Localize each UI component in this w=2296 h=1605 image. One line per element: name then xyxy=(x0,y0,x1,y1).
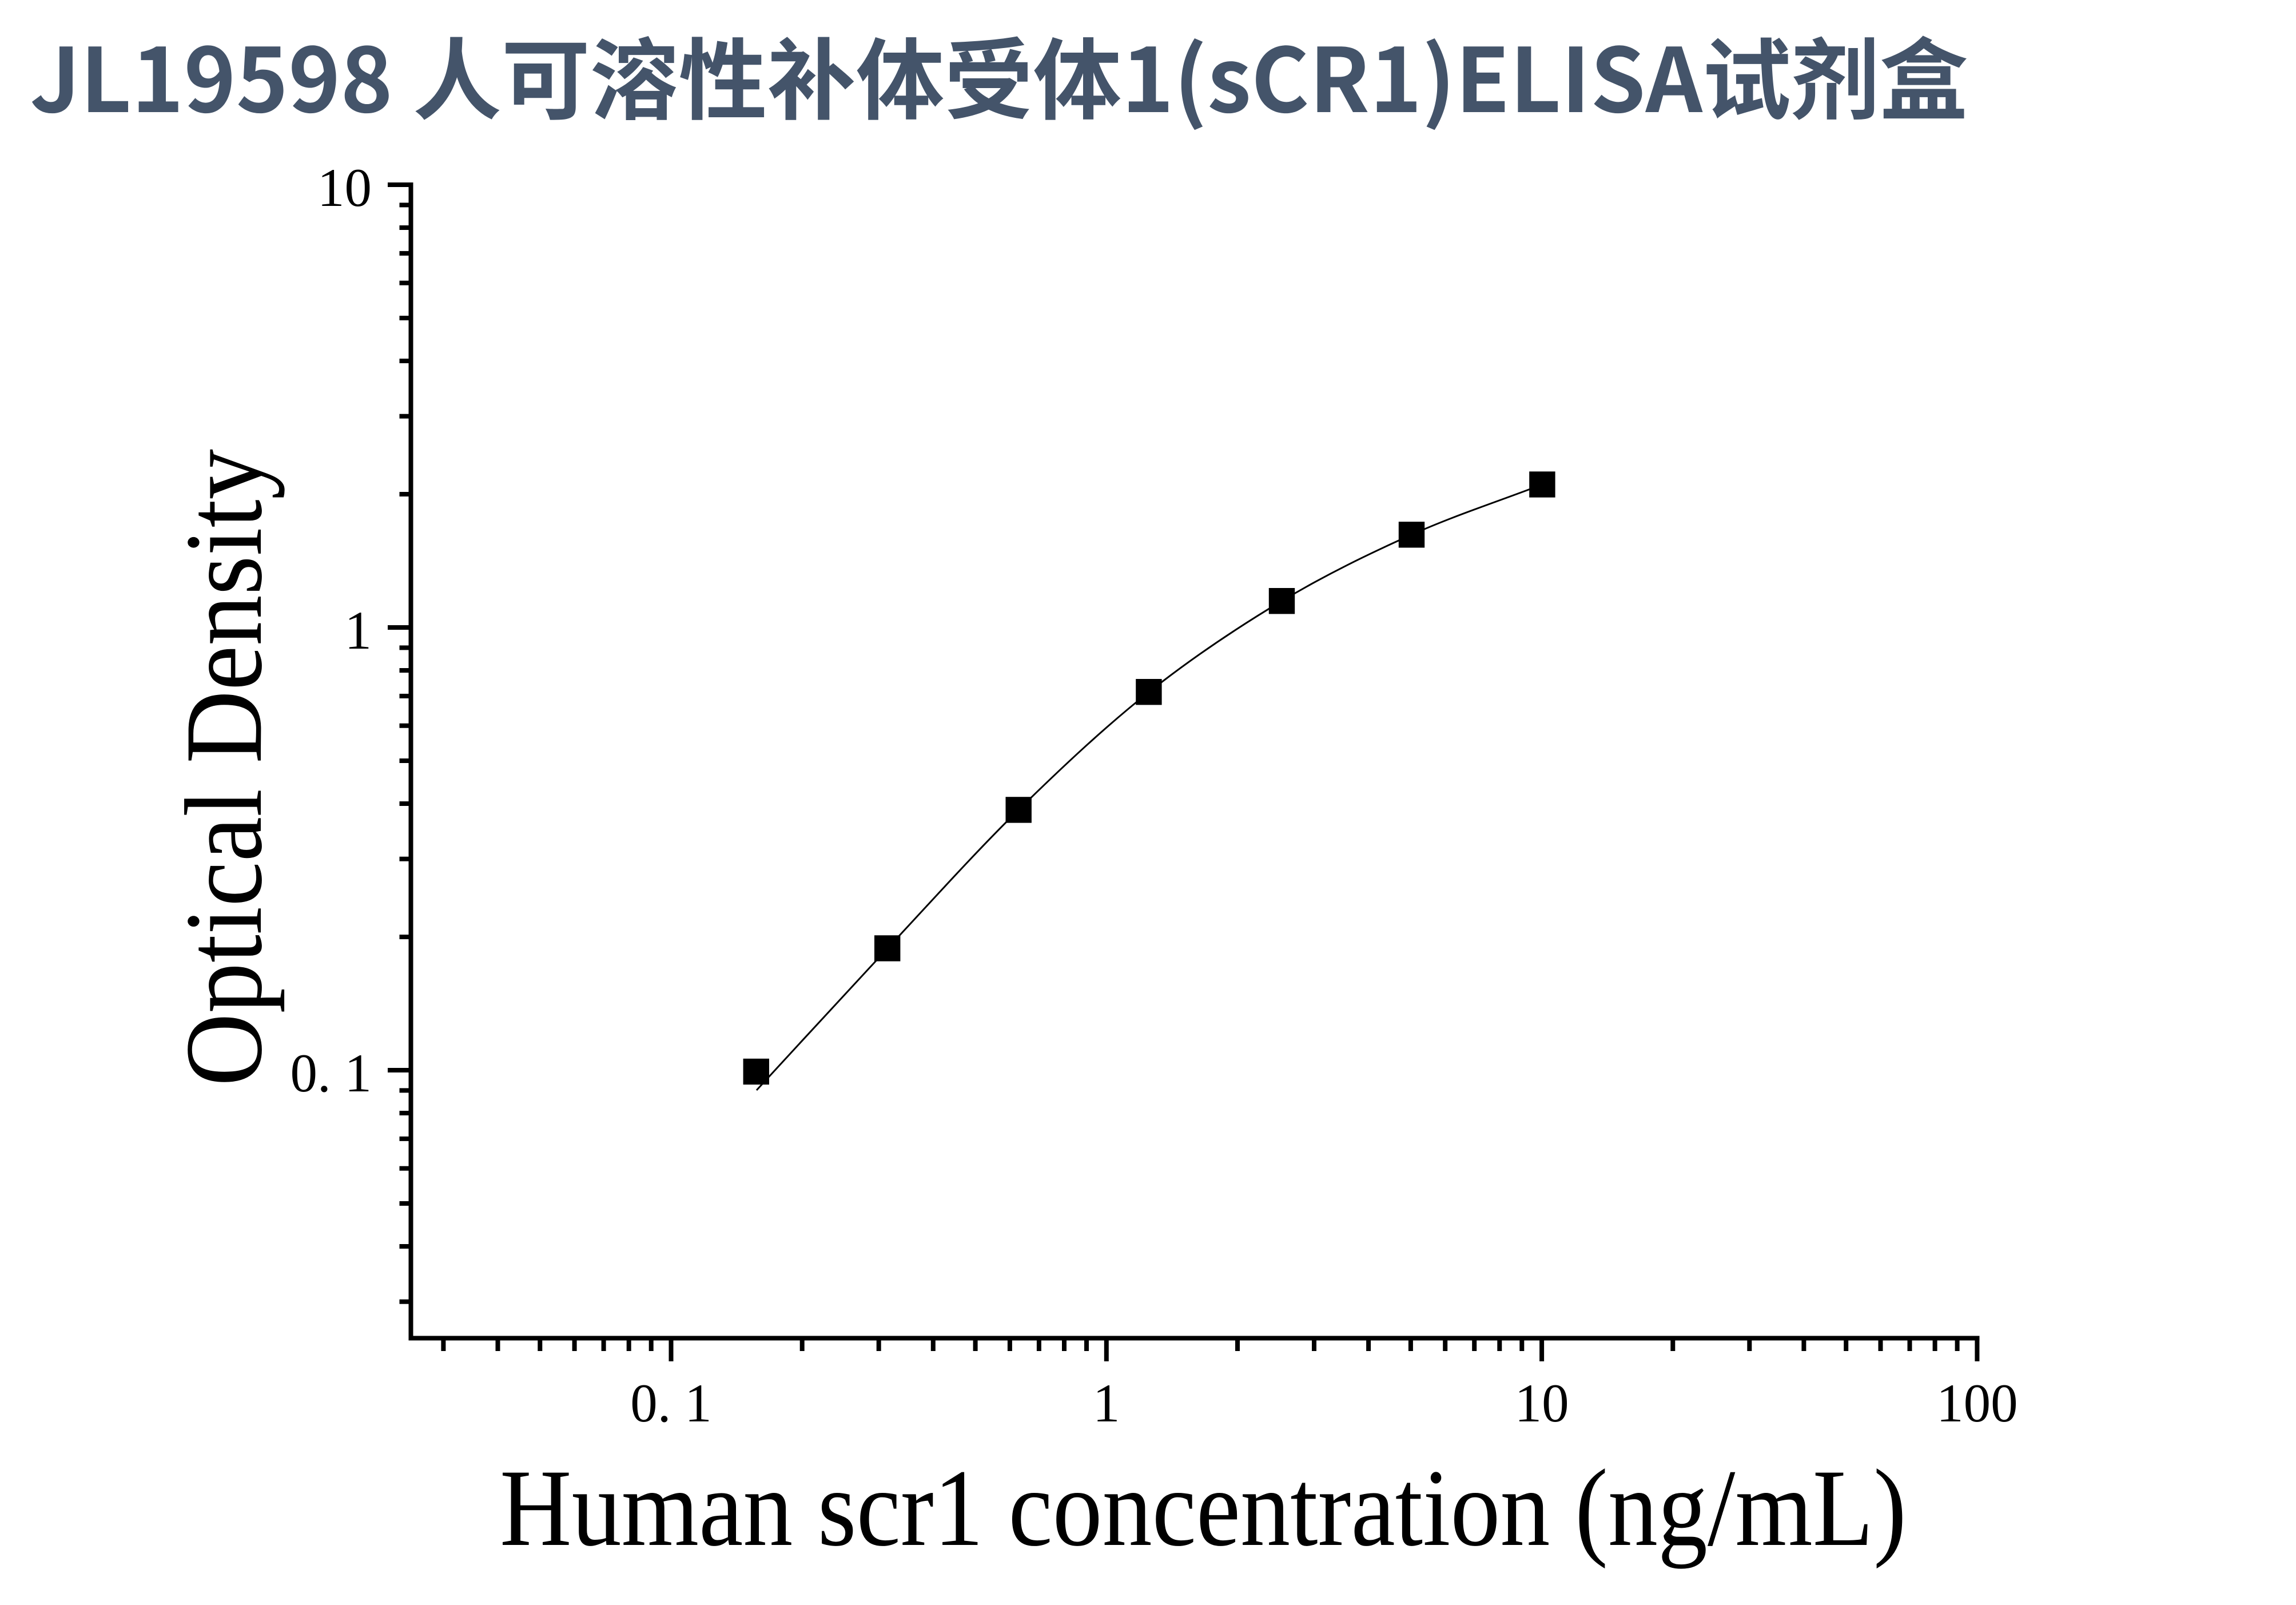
svg-text:1: 1 xyxy=(1093,1373,1120,1433)
svg-text:0. 1: 0. 1 xyxy=(630,1373,712,1433)
svg-text:1: 1 xyxy=(345,600,372,661)
svg-text:0. 1: 0. 1 xyxy=(291,1043,372,1103)
svg-text:10: 10 xyxy=(1515,1373,1569,1433)
svg-text:Optical Density: Optical Density xyxy=(162,449,285,1086)
svg-text:Human scr1 concentration (ng/m: Human scr1 concentration (ng/mL) xyxy=(500,1447,1907,1569)
svg-text:100: 100 xyxy=(1936,1373,2018,1433)
svg-text:10: 10 xyxy=(317,157,372,218)
